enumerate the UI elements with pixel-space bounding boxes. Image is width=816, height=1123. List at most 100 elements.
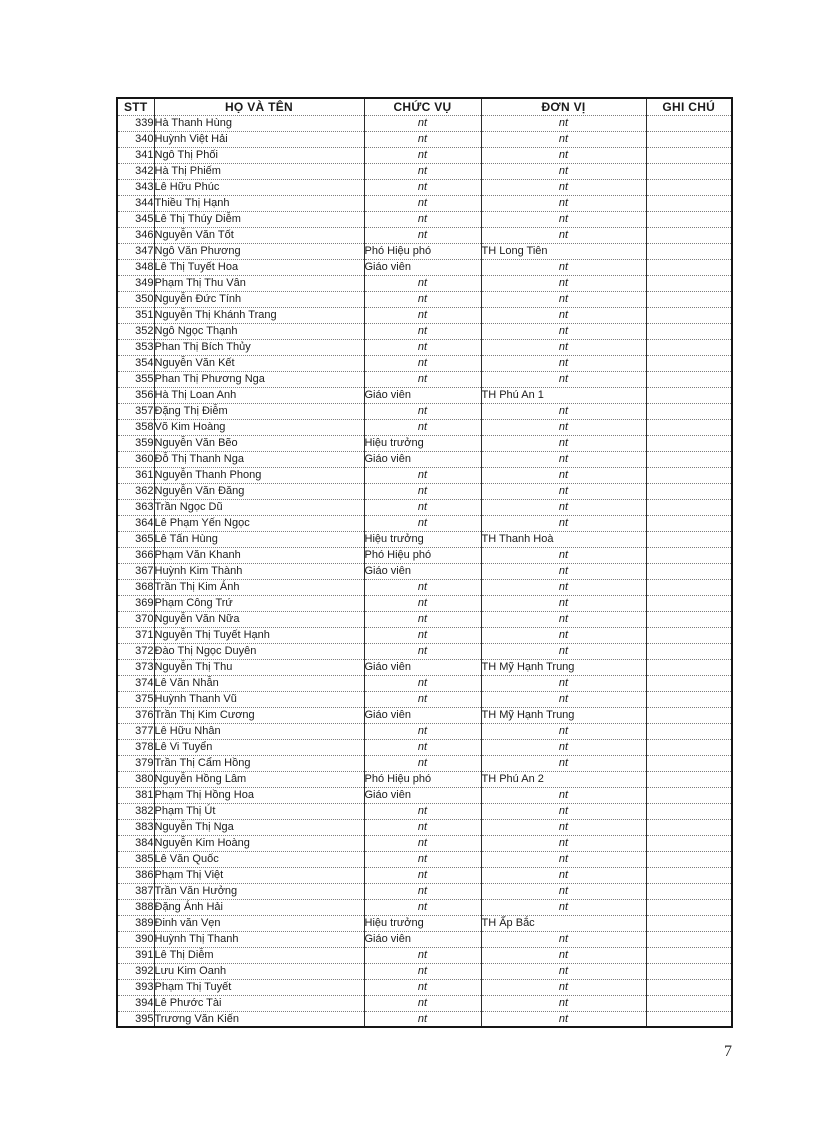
cell-position: nt: [363, 690, 482, 708]
cell-unit: TH Mỹ Hạnh Trung: [480, 658, 647, 676]
page-number: 7: [724, 1043, 732, 1060]
table-row: 380 Nguyễn Hồng Lâm Phó Hiệu phó TH Phú …: [116, 770, 733, 788]
cell-stt: 377: [116, 722, 155, 740]
cell-unit: nt: [480, 834, 647, 852]
cell-name: Trần Văn Hưởng: [153, 882, 365, 900]
cell-stt: 394: [116, 994, 155, 1012]
cell-note: [645, 482, 733, 500]
table-row: 358 Võ Kim Hoàng nt nt: [116, 418, 733, 436]
cell-stt: 363: [116, 498, 155, 516]
cell-unit: nt: [480, 354, 647, 372]
table-row: 350 Nguyễn Đức Tính nt nt: [116, 290, 733, 308]
cell-position: nt: [363, 866, 482, 884]
cell-name: Ngô Ngọc Thạnh: [153, 322, 365, 340]
header-unit: ĐƠN VỊ: [480, 98, 647, 116]
table-row: 345 Lê Thị Thúy Diễm nt nt: [116, 210, 733, 228]
cell-stt: 374: [116, 674, 155, 692]
header-note: GHI CHÚ: [645, 98, 733, 116]
cell-stt: 393: [116, 978, 155, 996]
table-row: 370 Nguyễn Văn Nữa nt nt: [116, 610, 733, 628]
cell-position: Hiệu trưởng: [363, 914, 482, 932]
cell-position: nt: [363, 354, 482, 372]
table-row: 364 Lê Phạm Yến Ngọc nt nt: [116, 514, 733, 532]
cell-name: Phạm Thị Tuyết: [153, 978, 365, 996]
cell-unit: nt: [480, 482, 647, 500]
cell-name: Lê Hữu Phúc: [153, 178, 365, 196]
cell-position: nt: [363, 722, 482, 740]
cell-note: [645, 914, 733, 932]
cell-name: Huỳnh Thị Thanh: [153, 930, 365, 948]
cell-position: nt: [363, 978, 482, 996]
cell-unit: nt: [480, 130, 647, 148]
table-row: 366 Phạm Văn Khanh Phó Hiệu phó nt: [116, 546, 733, 564]
cell-unit: nt: [480, 1010, 647, 1028]
cell-note: [645, 242, 733, 260]
table-row: 377 Lê Hữu Nhân nt nt: [116, 722, 733, 740]
cell-note: [645, 466, 733, 484]
cell-unit: TH Long Tiên: [480, 242, 647, 260]
cell-position: Phó Hiệu phó: [363, 770, 482, 788]
cell-name: Lê Hữu Nhân: [153, 722, 365, 740]
cell-note: [645, 642, 733, 660]
cell-stt: 372: [116, 642, 155, 660]
cell-note: [645, 994, 733, 1012]
cell-position: nt: [363, 162, 482, 180]
table-row: 382 Phạm Thị Út nt nt: [116, 802, 733, 820]
cell-position: Giáo viên: [363, 386, 482, 404]
table-row: 361 Nguyễn Thanh Phong nt nt: [116, 466, 733, 484]
cell-name: Trần Thị Cẩm Hồng: [153, 754, 365, 772]
cell-name: Phạm Thị Việt: [153, 866, 365, 884]
cell-unit: nt: [480, 274, 647, 292]
cell-stt: 342: [116, 162, 155, 180]
cell-position: nt: [363, 130, 482, 148]
cell-stt: 344: [116, 194, 155, 212]
cell-unit: nt: [480, 578, 647, 596]
table-row: 354 Nguyễn Văn Kết nt nt: [116, 354, 733, 372]
table-row: 379 Trần Thị Cẩm Hồng nt nt: [116, 754, 733, 772]
cell-unit: nt: [480, 546, 647, 564]
cell-stt: 341: [116, 146, 155, 164]
cell-stt: 353: [116, 338, 155, 356]
cell-note: [645, 802, 733, 820]
cell-unit: nt: [480, 978, 647, 996]
table-row: 390 Huỳnh Thị Thanh Giáo viên nt: [116, 930, 733, 948]
header-name: HỌ VÀ TÊN: [153, 98, 365, 116]
table-row: 371 Nguyễn Thị Tuyết Hạnh nt nt: [116, 626, 733, 644]
table-row: 357 Đặng Thị Điễm nt nt: [116, 402, 733, 420]
table-row: 349 Phạm Thị Thu Vân nt nt: [116, 274, 733, 292]
header-position: CHỨC VỤ: [363, 98, 482, 116]
cell-unit: nt: [480, 146, 647, 164]
cell-stt: 339: [116, 114, 155, 132]
cell-note: [645, 338, 733, 356]
cell-note: [645, 162, 733, 180]
cell-name: Nguyễn Thị Khánh Trang: [153, 306, 365, 324]
cell-position: nt: [363, 114, 482, 132]
cell-unit: nt: [480, 306, 647, 324]
cell-name: Lê Văn Nhẫn: [153, 674, 365, 692]
table-row: 353 Phan Thị Bích Thủy nt nt: [116, 338, 733, 356]
cell-note: [645, 418, 733, 436]
table-row: 385 Lê Văn Quốc nt nt: [116, 850, 733, 868]
cell-stt: 355: [116, 370, 155, 388]
cell-stt: 356: [116, 386, 155, 404]
cell-position: nt: [363, 850, 482, 868]
cell-stt: 388: [116, 898, 155, 916]
cell-stt: 390: [116, 930, 155, 948]
cell-position: nt: [363, 642, 482, 660]
cell-position: nt: [363, 514, 482, 532]
cell-unit: TH Phú An 2: [480, 770, 647, 788]
cell-position: nt: [363, 882, 482, 900]
cell-position: nt: [363, 290, 482, 308]
cell-name: Trần Ngọc Dũ: [153, 498, 365, 516]
cell-stt: 350: [116, 290, 155, 308]
cell-unit: nt: [480, 786, 647, 804]
cell-unit: nt: [480, 626, 647, 644]
cell-name: Huỳnh Kim Thành: [153, 562, 365, 580]
cell-position: Giáo viên: [363, 930, 482, 948]
cell-name: Đinh văn Vẹn: [153, 914, 365, 932]
table-row: 383 Nguyễn Thị Nga nt nt: [116, 818, 733, 836]
table-row: 363 Trần Ngọc Dũ nt nt: [116, 498, 733, 516]
table-row: 373 Nguyễn Thị Thu Giáo viên TH Mỹ Hạnh …: [116, 658, 733, 676]
cell-name: Nguyễn Văn Bẽo: [153, 434, 365, 452]
cell-note: [645, 962, 733, 980]
